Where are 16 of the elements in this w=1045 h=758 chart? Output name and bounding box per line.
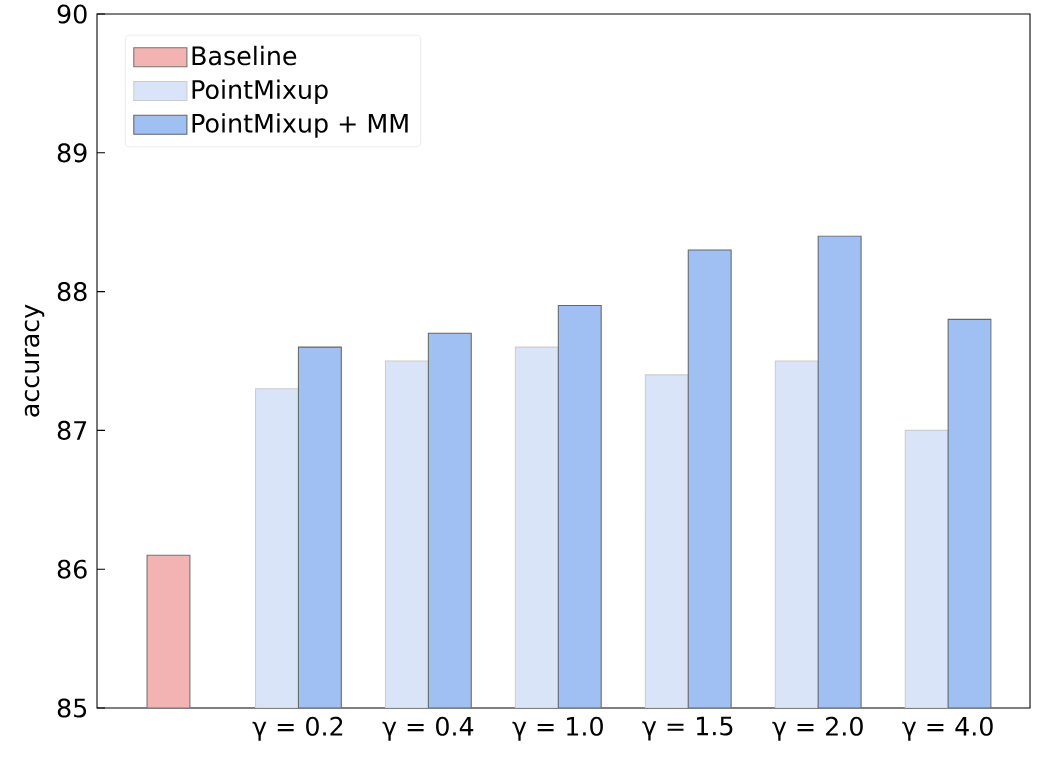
x-tick-label: γ = 0.4 [382, 716, 474, 741]
y-tick-label: 88 [57, 282, 87, 302]
x-tick-label: γ = 4.0 [902, 716, 993, 741]
legend-label: PointMixup + MM [192, 113, 408, 138]
y-tick-label: 87 [57, 420, 87, 440]
x-tick-label: γ = 1.0 [512, 716, 603, 741]
x-tick-label: γ = 2.0 [772, 716, 863, 741]
x-tick-label: γ = 0.2 [252, 716, 343, 741]
y-axis-title: accuracy [24, 304, 45, 417]
y-tick-label: 90 [57, 4, 87, 24]
y-tick-label: 85 [57, 698, 87, 718]
legend-label: Baseline [192, 45, 297, 66]
y-tick-label: 89 [57, 143, 87, 163]
x-tick-label: γ = 1.5 [642, 716, 733, 741]
legend-label: PointMixup [192, 79, 328, 104]
y-tick-label: 86 [57, 559, 87, 579]
